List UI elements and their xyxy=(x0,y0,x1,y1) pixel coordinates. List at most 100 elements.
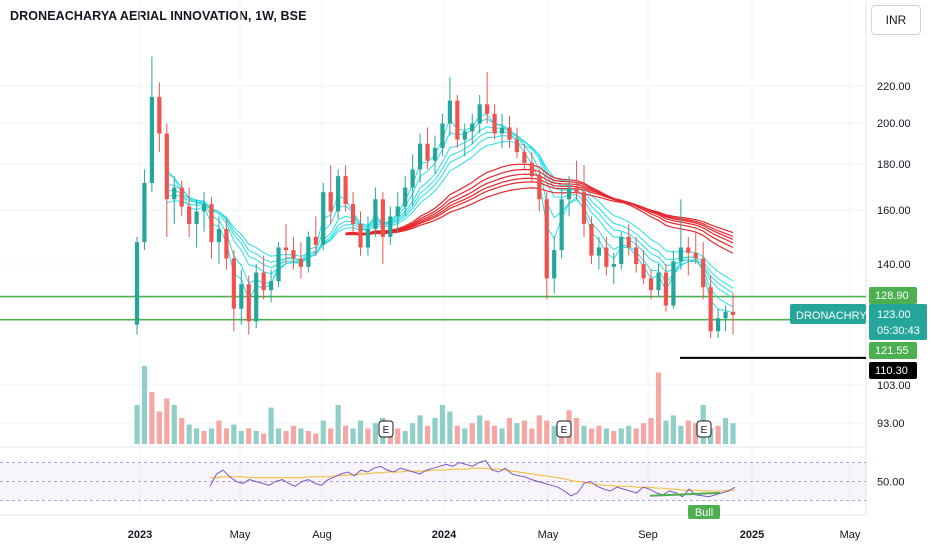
volume-bar xyxy=(722,418,729,444)
candle-body xyxy=(328,192,333,212)
candle-body xyxy=(559,199,564,251)
volume-bar xyxy=(313,433,319,444)
volume-bar xyxy=(633,428,639,444)
time-tick-label: Aug xyxy=(312,529,332,541)
volume-bar xyxy=(223,428,229,444)
volume-bar xyxy=(208,428,215,444)
candlesticks xyxy=(134,56,736,339)
candle-body xyxy=(313,236,318,245)
volume-bar xyxy=(357,420,364,444)
candle-body xyxy=(321,192,326,245)
volume-bar xyxy=(730,423,736,444)
candle-body xyxy=(209,204,214,243)
candle-body xyxy=(410,169,415,188)
bull-label-box xyxy=(688,505,720,519)
price-tick-label: 200.00 xyxy=(877,118,911,130)
candle-body xyxy=(418,143,423,170)
volume-bar xyxy=(544,420,550,444)
volume-bar xyxy=(253,431,259,444)
price-tick-label: 180.00 xyxy=(877,159,911,171)
candle-body xyxy=(626,236,631,248)
candle-body xyxy=(634,247,639,264)
volume-bar xyxy=(424,425,431,444)
volume-bar xyxy=(536,415,542,444)
currency-button[interactable]: INR xyxy=(871,5,921,35)
candle-body xyxy=(492,113,497,134)
volume-bar xyxy=(670,415,676,444)
volume-bar xyxy=(603,428,609,444)
earnings-marker[interactable]: E xyxy=(556,420,572,438)
candle-body xyxy=(440,123,445,148)
time-tick-label: May xyxy=(538,529,559,541)
volume-bar xyxy=(506,418,513,444)
candle-body xyxy=(388,216,393,237)
candle-body xyxy=(403,187,408,207)
bull-label: Bull xyxy=(695,507,713,519)
volume-bar xyxy=(343,425,349,444)
volume-bar xyxy=(581,425,587,444)
ema-line xyxy=(345,163,734,254)
price-tick-label: 220.00 xyxy=(877,81,911,93)
candle-body xyxy=(477,104,482,124)
candle-body xyxy=(671,261,676,306)
time-tick-label: 2023 xyxy=(128,529,152,541)
candle-body xyxy=(179,187,184,207)
candle-body xyxy=(306,236,311,267)
rsi-line xyxy=(209,460,736,498)
volume-bar xyxy=(283,431,289,444)
candle-body xyxy=(470,123,475,132)
price-axis[interactable]: 220.00 200.00 180.00 160.00 140.00 103.00 93.0… xyxy=(877,81,911,489)
volume-bar xyxy=(179,418,185,444)
candle-body xyxy=(269,281,274,291)
volume-bar xyxy=(410,423,416,444)
earnings-marker-label: E xyxy=(561,425,568,436)
volume-bar xyxy=(164,398,170,444)
volume-bar xyxy=(328,428,334,444)
volume-bar xyxy=(499,428,505,444)
earnings-marker-label: E xyxy=(383,425,390,436)
volume-bar xyxy=(320,420,326,444)
candle-body xyxy=(254,272,259,322)
price-tick-label: 93.00 xyxy=(877,418,905,430)
price-tick-label: 140.00 xyxy=(877,259,911,271)
volume-bar xyxy=(134,405,140,444)
volume-bar xyxy=(305,431,311,444)
candle-body xyxy=(678,247,683,262)
earnings-marker[interactable]: E xyxy=(696,420,712,438)
ema-line xyxy=(166,126,734,299)
time-tick-label: 2024 xyxy=(432,529,457,541)
candle-body xyxy=(343,176,348,205)
lower-line-badge-text: 121.55 xyxy=(875,345,909,357)
time-tick-label: 2025 xyxy=(740,529,764,541)
volume-bar xyxy=(439,405,446,444)
time-axis[interactable]: 2023 May Aug 2024 May Sep 2025 May xyxy=(128,529,861,541)
candle-body xyxy=(462,131,467,140)
upper-line-badge-text: 128.90 xyxy=(875,290,909,302)
volume-bar xyxy=(238,431,244,444)
candle-body xyxy=(216,229,222,243)
candle-body xyxy=(499,127,505,134)
volume-bar xyxy=(648,418,654,444)
earnings-marker-label: E xyxy=(701,425,708,436)
rsi-ma-line xyxy=(210,467,735,492)
chart-title: DRONEACHARYA AERIAL INNOVATION, 1W, BSE xyxy=(10,9,307,23)
candle-body xyxy=(596,247,601,256)
volume-bar xyxy=(641,423,647,444)
volume-bar xyxy=(462,428,468,444)
candle-body xyxy=(201,204,207,212)
candle-body xyxy=(552,250,557,279)
volume-bar xyxy=(447,411,453,444)
candle-body xyxy=(686,247,691,253)
volume-bar xyxy=(596,425,602,444)
earnings-marker[interactable]: E xyxy=(378,420,394,438)
volume-bar xyxy=(194,428,200,444)
horizontal-levels xyxy=(0,295,866,359)
candle-body xyxy=(231,258,236,309)
countdown-text: 05:30:43 xyxy=(877,325,920,337)
upper-line-badge: 128.90 xyxy=(869,287,917,304)
candle-body xyxy=(447,100,452,124)
candle-body xyxy=(194,211,199,224)
volume-bar xyxy=(715,425,721,444)
